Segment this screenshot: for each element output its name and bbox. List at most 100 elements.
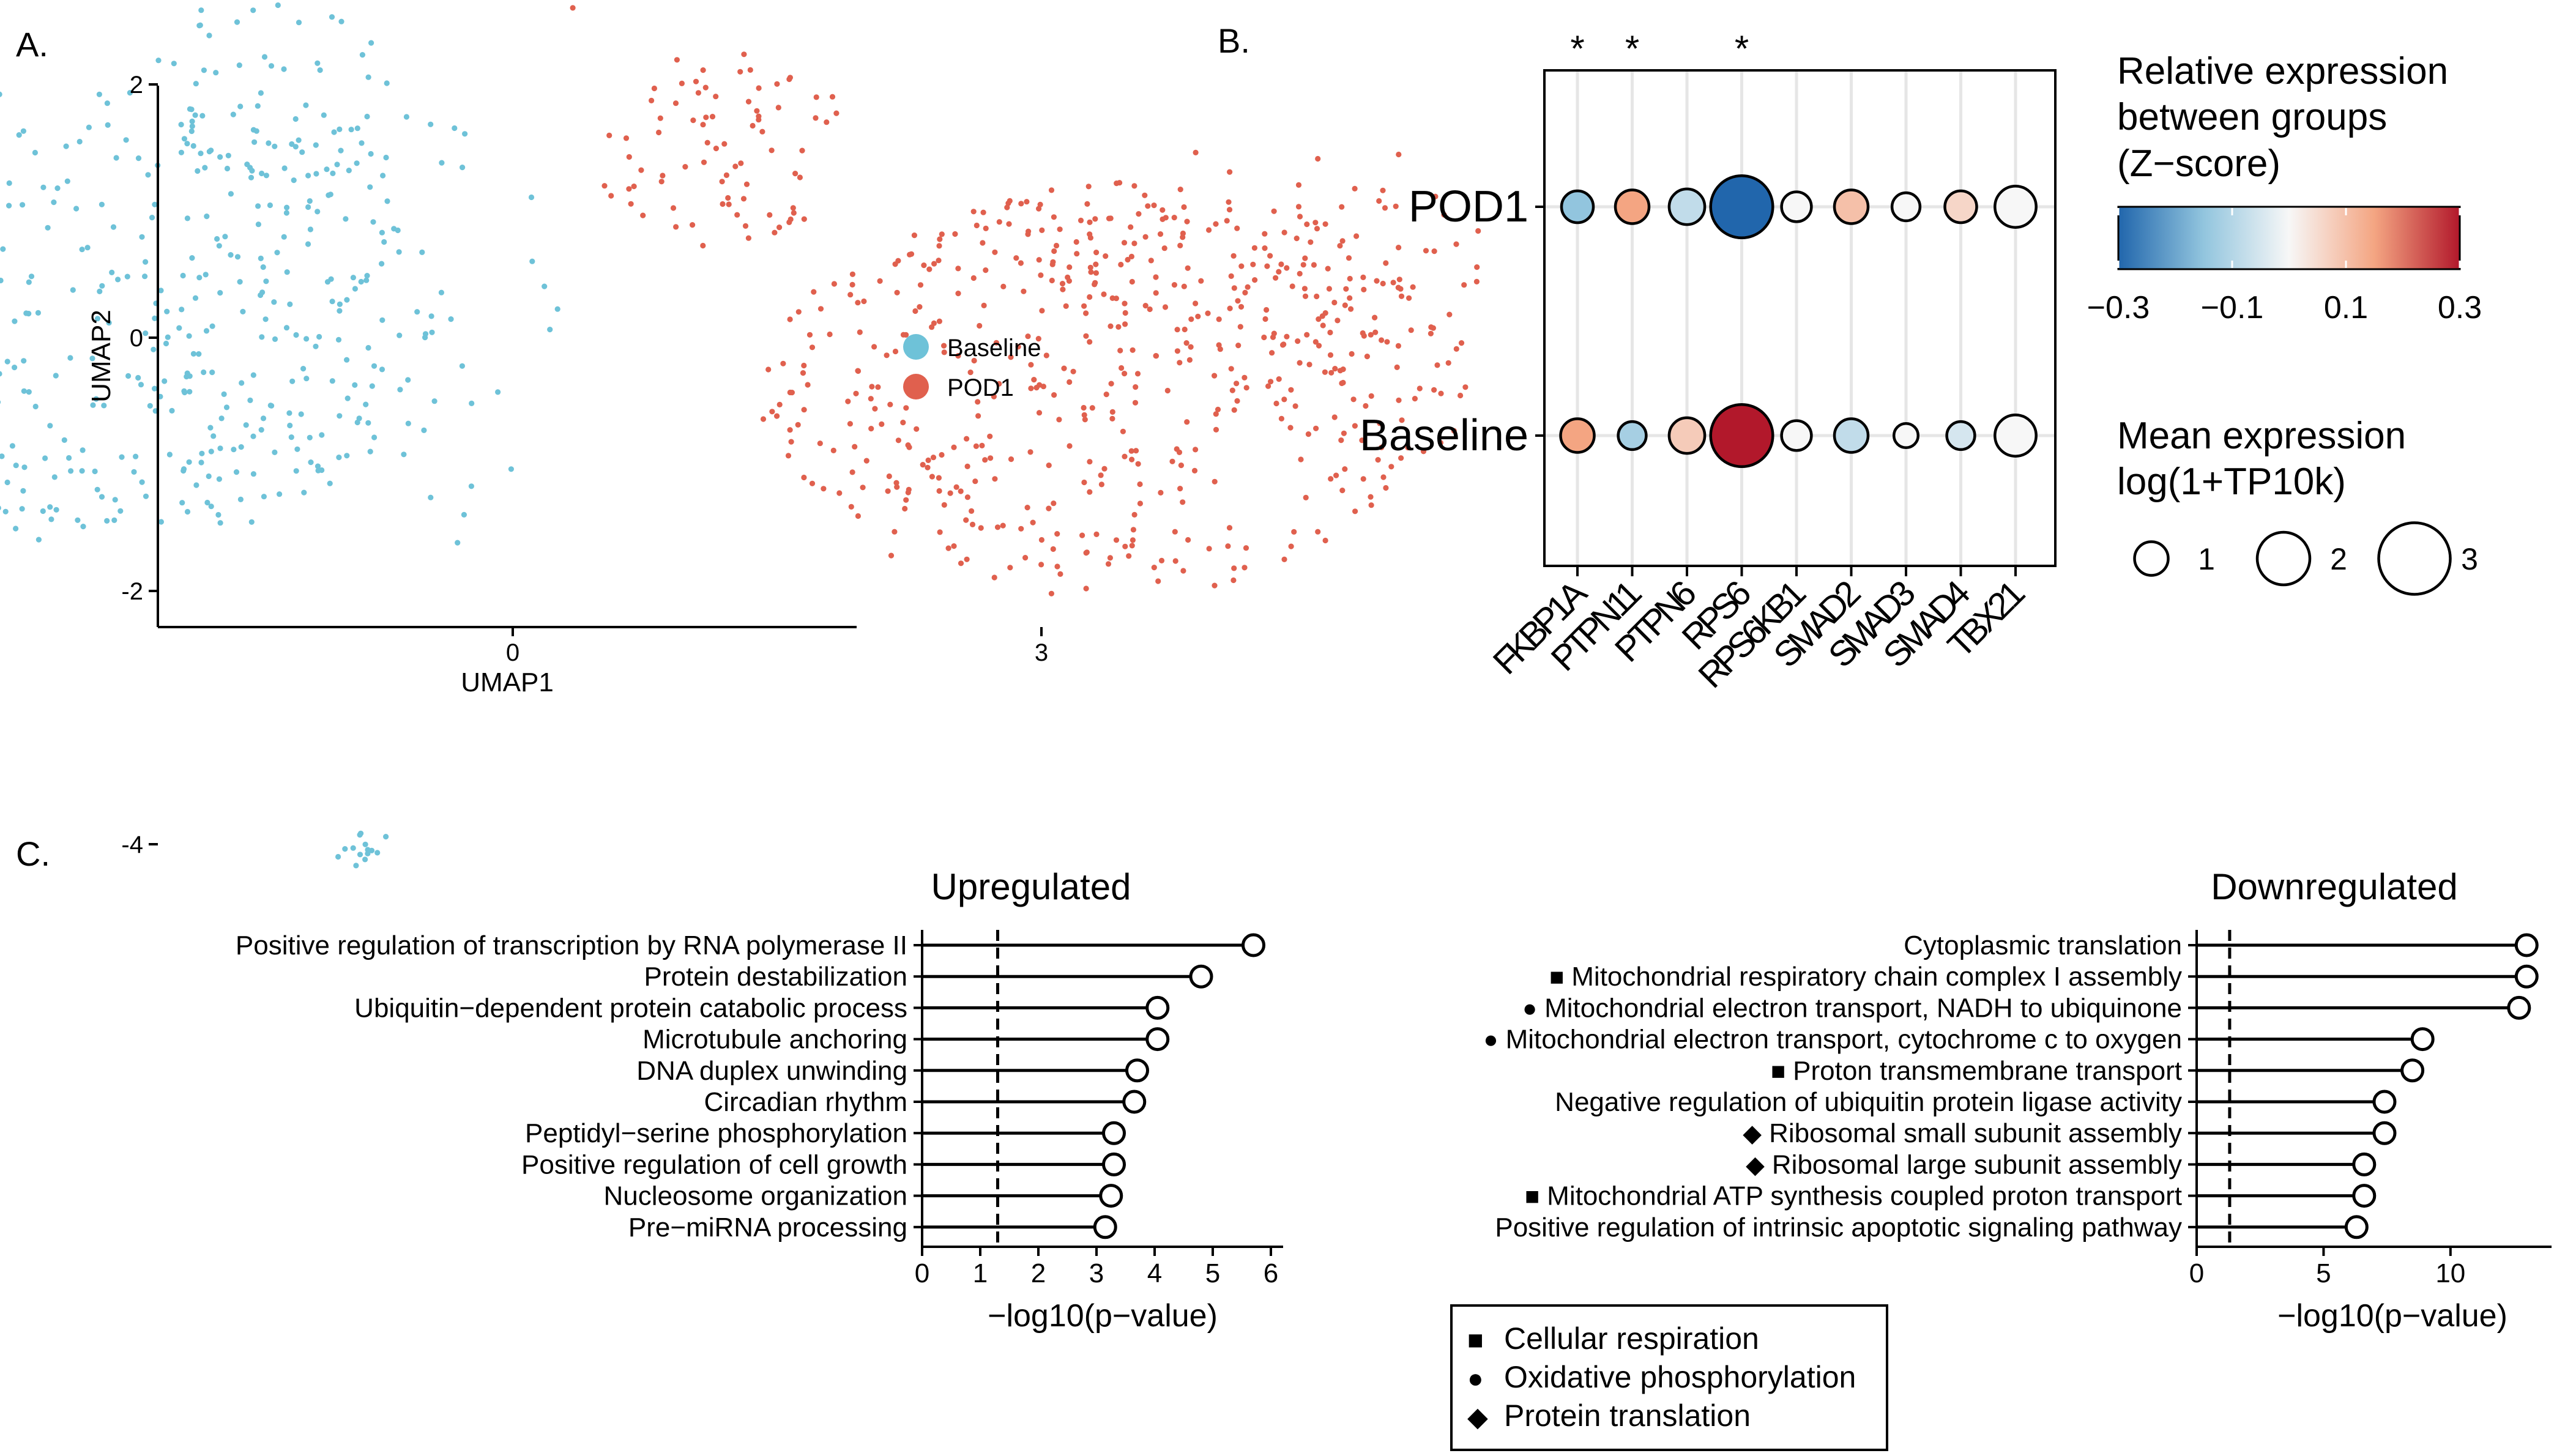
- umap-point-pod1-105: [1067, 443, 1073, 449]
- umap-point-baseline-360: [187, 373, 193, 379]
- umap-point-pod1-195: [1273, 275, 1279, 281]
- umap-point-baseline-100: [19, 202, 26, 208]
- umap-point-baseline-229: [397, 387, 403, 393]
- umap-point-pod1-385: [788, 439, 794, 445]
- umap-point-pod1-3: [1057, 226, 1063, 232]
- umap-point-baseline-141: [80, 524, 86, 530]
- umap-point-pod1-628: [767, 212, 773, 218]
- umap-point-pod1-367: [988, 455, 994, 461]
- umap-point-pod1-480: [1121, 240, 1128, 246]
- umap-point-baseline-624: [405, 420, 411, 426]
- umap-point-baseline-91: [164, 308, 170, 314]
- umap-point-pod1-322: [958, 488, 964, 494]
- umap-point-baseline-653: [528, 194, 535, 201]
- umap-point-pod1-271: [1193, 300, 1199, 306]
- umap-point-pod1-5: [1294, 236, 1300, 242]
- umap-point-pod1-546: [1312, 220, 1319, 226]
- umap-point-pod1-630: [703, 114, 709, 121]
- umap-point-baseline-631: [274, 250, 280, 256]
- umap-point-pod1-611: [672, 100, 679, 106]
- up-xtick-label: 0: [915, 1258, 929, 1288]
- umap-point-baseline-282: [158, 288, 164, 294]
- umap-point-pod1-119: [1174, 327, 1180, 333]
- umap-point-pod1-191: [969, 508, 975, 514]
- umap-point-pod1-474: [884, 352, 890, 358]
- umap-point-pod1-93: [981, 302, 987, 308]
- umap-point-baseline-299: [99, 494, 105, 500]
- umap-ytick-label: 0: [130, 325, 143, 352]
- umap-point-pod1-552: [1337, 368, 1343, 374]
- umap-point-baseline-337: [343, 216, 349, 222]
- marker-legend-label-2: Oxidative phosphorylation: [1504, 1360, 1856, 1394]
- umap-point-pod1-501: [1115, 324, 1122, 330]
- umap-point-pod1-112: [1184, 419, 1190, 425]
- umap-point-pod1-406: [1038, 562, 1044, 568]
- umap-point-pod1-115: [975, 413, 981, 419]
- umap-point-pod1-340: [1117, 347, 1123, 354]
- umap-point-pod1-484: [1279, 342, 1286, 348]
- umap-point-pod1-60: [1105, 561, 1112, 567]
- umap-point-baseline-559: [338, 147, 344, 154]
- umap-point-pod1-80: [964, 556, 970, 562]
- umap-point-pod1-464: [1191, 467, 1198, 474]
- dot-baseline-smad3: [1892, 422, 1920, 450]
- down-category-marker: ●: [1483, 1027, 1498, 1053]
- umap-point-baseline-48: [152, 201, 158, 207]
- umap-point-pod1-627: [799, 147, 805, 154]
- umap-point-baseline-92: [51, 474, 58, 480]
- umap-point-pod1-148: [1033, 385, 1040, 391]
- down-category-label: Ribosomal large subunit assembly: [1772, 1150, 2182, 1179]
- umap-point-baseline-647: [542, 283, 548, 289]
- umap-point-pod1-27: [1228, 273, 1234, 279]
- umap-point-pod1-576: [1188, 344, 1194, 350]
- umap-point-baseline-632: [289, 378, 296, 384]
- umap-point-baseline-615: [249, 168, 255, 174]
- umap-point-pod1-204: [951, 543, 957, 549]
- umap-point-baseline-562: [208, 147, 214, 154]
- umap-point-baseline-130: [189, 255, 195, 261]
- umap-point-pod1-361: [1134, 371, 1141, 377]
- umap-point-baseline-230: [283, 210, 289, 216]
- umap-point-pod1-644: [833, 110, 840, 116]
- downregulated-title: Downregulated: [2211, 866, 2458, 907]
- umap-point-baseline-665: [403, 114, 410, 120]
- umap-point-pod1-604: [695, 90, 701, 96]
- up-point: [1122, 1090, 1147, 1114]
- umap-point-pod1-423: [1333, 472, 1339, 478]
- umap-point-baseline-95: [13, 526, 19, 532]
- umap-point-baseline-199: [379, 229, 385, 236]
- umap-point-baseline-614: [275, 2, 281, 9]
- umap-point-pod1-33: [830, 447, 836, 454]
- umap-point-pod1-631: [756, 113, 762, 119]
- umap-point-pod1-497: [1242, 374, 1248, 381]
- umap-point-baseline-316: [266, 140, 272, 146]
- umap-point-baseline-63: [258, 255, 264, 261]
- umap-point-pod1-254: [1406, 295, 1412, 301]
- umap-point-pod1-59: [1092, 216, 1098, 222]
- umap-point-pod1-303: [1021, 288, 1027, 294]
- umap-point-pod1-342: [1087, 459, 1093, 465]
- umap-point-pod1-347: [1394, 364, 1400, 371]
- umap-point-baseline-164: [203, 272, 209, 278]
- umap-point-pod1-67: [1311, 262, 1317, 268]
- umap-point-baseline-13: [6, 180, 12, 186]
- umap-point-pod1-574: [1314, 226, 1320, 232]
- umap-point-pod1-73: [1437, 440, 1443, 446]
- umap-point-baseline-132: [47, 423, 53, 429]
- umap-point-pod1-62: [1180, 499, 1186, 505]
- umap-point-baseline-571: [206, 32, 212, 39]
- umap-point-baseline-269: [21, 388, 27, 394]
- umap-ytick-label: 2: [130, 72, 143, 98]
- umap-point-pod1-334: [1046, 462, 1052, 469]
- umap-point-baseline-625: [367, 448, 373, 455]
- umap-point-pod1-106: [1151, 202, 1157, 209]
- umap-point-baseline-155: [250, 372, 256, 378]
- down-point: [2352, 1184, 2377, 1208]
- umap-point-pod1-515: [1302, 255, 1308, 261]
- umap-point-baseline-618: [329, 14, 335, 20]
- umap-point-pod1-292: [982, 457, 988, 463]
- umap-point-pod1-160: [1087, 339, 1093, 345]
- umap-point-pod1-256: [1024, 505, 1030, 511]
- umap-point-baseline-115: [0, 277, 4, 284]
- umap-point-baseline-634: [363, 277, 370, 283]
